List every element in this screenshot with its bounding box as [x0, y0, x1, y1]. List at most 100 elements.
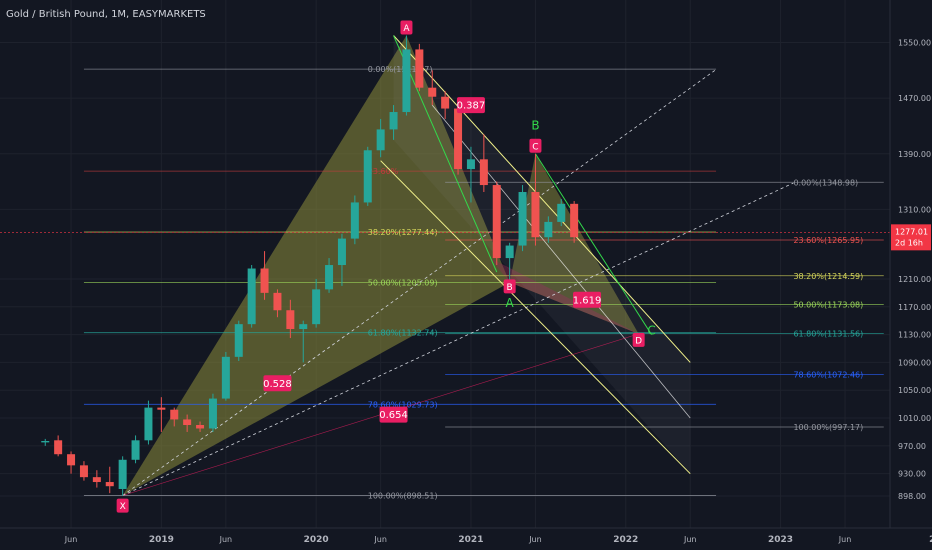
candle-body: [415, 49, 424, 88]
harmonic-point-label: A: [403, 24, 410, 34]
candle-body: [337, 238, 346, 266]
candle-body: [79, 465, 88, 478]
time-tick-label: Jun: [683, 535, 697, 544]
time-tick-label: Jun: [64, 535, 78, 544]
candle-body: [170, 409, 179, 420]
fib-left-label: 61.80%(1132.74): [368, 329, 438, 338]
price-tick-label: 898.00: [898, 492, 926, 501]
candle-body: [505, 245, 514, 259]
candle-body: [312, 289, 321, 325]
candle-body: [260, 268, 269, 293]
candle-body: [570, 203, 579, 238]
candle-body: [247, 268, 256, 325]
last-price-countdown: 2d 16h: [895, 238, 923, 247]
candle-body: [479, 159, 488, 186]
pitchfork-upper: [393, 35, 691, 363]
harmonic-point-label: C: [532, 142, 538, 152]
candle-body: [428, 87, 437, 97]
candle-body: [466, 159, 475, 170]
time-tick-label: Jun: [373, 535, 387, 544]
candle-body: [92, 477, 101, 483]
fib-left-label: 50.00%(1205.09): [368, 278, 438, 287]
candle-body: [350, 202, 359, 239]
ratio-label: 0.387: [457, 101, 486, 112]
fib-right-label: 61.80%(1131.56): [793, 330, 863, 339]
ratio-box: [263, 375, 292, 392]
last-price-badge: [891, 224, 931, 251]
candle-body: [157, 407, 166, 410]
price-tick-label: 1090.00: [898, 358, 931, 367]
ratio-label: 1.619: [573, 295, 602, 306]
pitchfork-median: [431, 104, 691, 419]
candle-body: [208, 398, 217, 429]
candle-body: [363, 150, 372, 203]
ratio-label: 0.528: [263, 379, 292, 390]
candle-body: [518, 192, 527, 246]
candle-body: [105, 482, 114, 487]
symbol-title[interactable]: Gold / British Pound, 1M, EASYMARKETS: [6, 9, 206, 20]
harmonic-point-label: B: [507, 283, 513, 293]
fib-right-label: 0.00%(1348.98): [793, 178, 858, 187]
price-tick-label: 1550.00: [898, 38, 931, 47]
price-tick-label: 1130.00: [898, 331, 931, 340]
candle-body: [234, 324, 243, 357]
time-tick-label: 2020: [304, 535, 329, 545]
candle-body: [196, 425, 205, 429]
abc-label: A: [506, 296, 515, 310]
fib-left-label: 78.60%(1029.73): [368, 400, 438, 409]
time-tick-label: 2021: [458, 535, 483, 545]
ratio-box: [379, 406, 408, 423]
time-tick-label: Jun: [219, 535, 233, 544]
candle-body: [299, 324, 308, 330]
green-ab-line: [393, 35, 498, 273]
fib-right-label: 23.60%(1265.95): [793, 236, 863, 245]
time-tick-label: 2023: [768, 535, 793, 545]
fib-right-label: 100.00%(997.17): [793, 423, 863, 432]
price-tick-label: 1390.00: [898, 150, 931, 159]
ratio-box: [573, 291, 602, 308]
price-tick-label: 1310.00: [898, 205, 931, 214]
candle-body: [544, 221, 553, 238]
fib-left-label: 100.00%(898.51): [368, 492, 438, 501]
abc-label: C: [647, 324, 655, 338]
fib-right-label: 50.00%(1173.08): [793, 301, 863, 310]
harmonic-point-label: D: [635, 336, 642, 346]
time-tick-label: 20: [929, 535, 932, 545]
candle-body: [531, 192, 540, 238]
candle-body: [492, 185, 501, 259]
price-tick-label: 1010.00: [898, 414, 931, 423]
price-axis-panel: [890, 0, 932, 550]
fib-left-label: 23.60%: [368, 167, 399, 176]
candle-body: [144, 407, 153, 441]
harmonic-point-label: X: [120, 502, 126, 512]
harmonic-abd-fill: [490, 258, 639, 334]
pitchfork-lower: [380, 160, 691, 475]
harmonic-point-box: [503, 279, 516, 294]
green-cd-line: [535, 153, 652, 335]
price-tick-label: 970.00: [898, 442, 926, 451]
candle-body: [41, 440, 50, 443]
ratio-label: 0.654: [379, 410, 408, 421]
fib-right-label: 38.20%(1214.59): [793, 272, 863, 281]
price-tick-label: 1170.00: [898, 303, 931, 312]
last-price-value: 1277.01: [895, 227, 928, 236]
time-tick-label: Jun: [838, 535, 852, 544]
candle-body: [402, 49, 411, 113]
candle-body: [441, 96, 450, 109]
projection-ray-upper: [122, 69, 717, 496]
abc-label: B: [531, 118, 539, 132]
price-tick-label: 1050.00: [898, 386, 931, 395]
candle-body: [376, 129, 385, 151]
pitchfork-fill: [393, 35, 691, 474]
candle-body: [221, 356, 230, 399]
candle-body: [286, 310, 295, 330]
harmonic-point-box: [116, 498, 129, 513]
candle-body: [454, 108, 463, 170]
time-tick-label: 2022: [613, 535, 638, 545]
harmonic-point-box: [400, 20, 413, 35]
time-tick-label: Jun: [528, 535, 542, 544]
candle-body: [557, 203, 566, 222]
harmonic-point-box: [529, 138, 542, 153]
